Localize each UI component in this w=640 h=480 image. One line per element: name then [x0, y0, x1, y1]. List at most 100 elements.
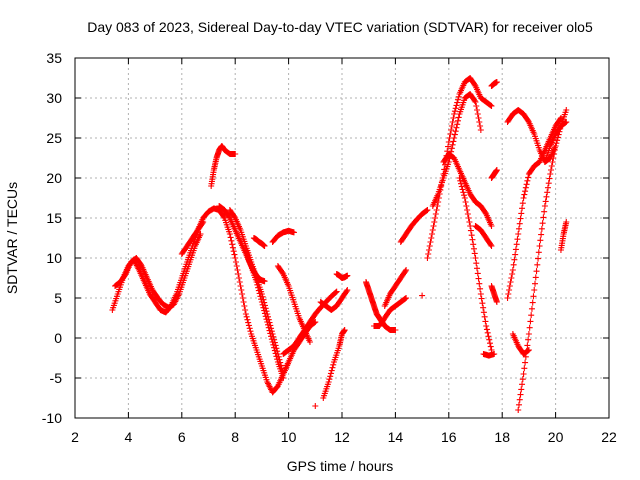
data-point [520, 195, 527, 201]
data-point [240, 299, 247, 305]
data-point [455, 114, 462, 121]
x-tick-label: 4 [125, 429, 133, 445]
data-point [563, 107, 570, 113]
data-point [455, 93, 462, 100]
data-point [521, 191, 528, 198]
data-point [552, 143, 559, 149]
data-point [515, 231, 522, 237]
data-point [460, 189, 467, 196]
data-point [525, 347, 532, 354]
data-point [470, 245, 477, 252]
x-tick-label: 18 [494, 429, 510, 445]
data-point [343, 288, 350, 295]
data-point [528, 312, 535, 319]
data-point [231, 251, 238, 258]
data-point [236, 275, 243, 281]
data-point [261, 302, 268, 309]
data-point [261, 243, 268, 249]
data-point [276, 356, 283, 363]
data-point [487, 241, 494, 248]
data-point [514, 236, 521, 243]
data-point [451, 135, 458, 141]
data-point [563, 219, 570, 225]
data-point [266, 319, 273, 326]
data-point [474, 265, 481, 272]
data-point [522, 359, 529, 366]
data-point [268, 325, 275, 332]
data-point [461, 192, 468, 199]
data-point [451, 111, 458, 117]
data-point [278, 365, 285, 372]
data-point [235, 271, 242, 277]
data-point [466, 219, 473, 225]
data-point [532, 280, 539, 287]
data-point [267, 322, 274, 329]
data-point [519, 381, 526, 388]
data-point [197, 231, 204, 237]
data-point [311, 319, 318, 326]
data-point [290, 229, 297, 236]
data-point [245, 319, 252, 326]
data-point [508, 275, 515, 281]
data-point [333, 288, 340, 295]
data-point [484, 329, 491, 336]
data-point [476, 119, 483, 125]
data-point [491, 351, 498, 357]
data-point [239, 295, 246, 301]
data-point [452, 128, 459, 135]
data-point [526, 324, 533, 331]
data-point [430, 223, 437, 229]
data-point [510, 261, 517, 268]
data-point [493, 167, 500, 173]
data-point [547, 171, 554, 177]
data-point [242, 311, 249, 317]
data-point [488, 223, 495, 229]
data-point [237, 283, 244, 289]
data-point [461, 195, 468, 201]
data-point [524, 342, 531, 349]
data-point [525, 331, 532, 337]
data-point [429, 227, 436, 233]
data-point [230, 248, 237, 255]
data-point [402, 268, 409, 275]
data-point [448, 145, 455, 152]
data-point [312, 403, 319, 409]
data-point [239, 291, 246, 297]
data-point [258, 291, 265, 297]
data-point [480, 309, 487, 316]
data-point [464, 207, 471, 213]
data-point [522, 184, 529, 191]
data-point [264, 311, 271, 317]
data-point [471, 97, 478, 104]
data-point [459, 186, 466, 193]
data-point [493, 299, 500, 305]
data-point [533, 268, 540, 275]
data-point [462, 199, 469, 205]
data-point [487, 102, 494, 109]
data-point [233, 263, 240, 269]
data-point [486, 340, 493, 347]
data-point [453, 102, 460, 109]
chart-title: Day 083 of 2023, Sidereal Day-to-day VTE… [87, 19, 593, 35]
data-point [534, 261, 541, 268]
y-tick-label: 0 [54, 330, 62, 346]
data-point [476, 280, 483, 287]
data-point [525, 174, 532, 181]
data-point [247, 328, 254, 335]
data-point [457, 177, 464, 184]
data-point [425, 247, 432, 253]
data-point [563, 119, 570, 125]
grid [75, 58, 609, 418]
data-point [483, 326, 490, 333]
data-point [488, 243, 495, 249]
data-point [516, 396, 523, 403]
data-point [548, 167, 555, 173]
data-point [546, 175, 553, 182]
data-point [403, 267, 410, 273]
y-axis-tick-labels: 35 30 25 20 15 10 5 0 -5 -10 [42, 50, 62, 426]
y-tick-label: 5 [54, 290, 62, 306]
data-point [453, 124, 460, 131]
data-point [512, 251, 519, 258]
data-point [236, 279, 243, 285]
data-point [419, 292, 426, 299]
